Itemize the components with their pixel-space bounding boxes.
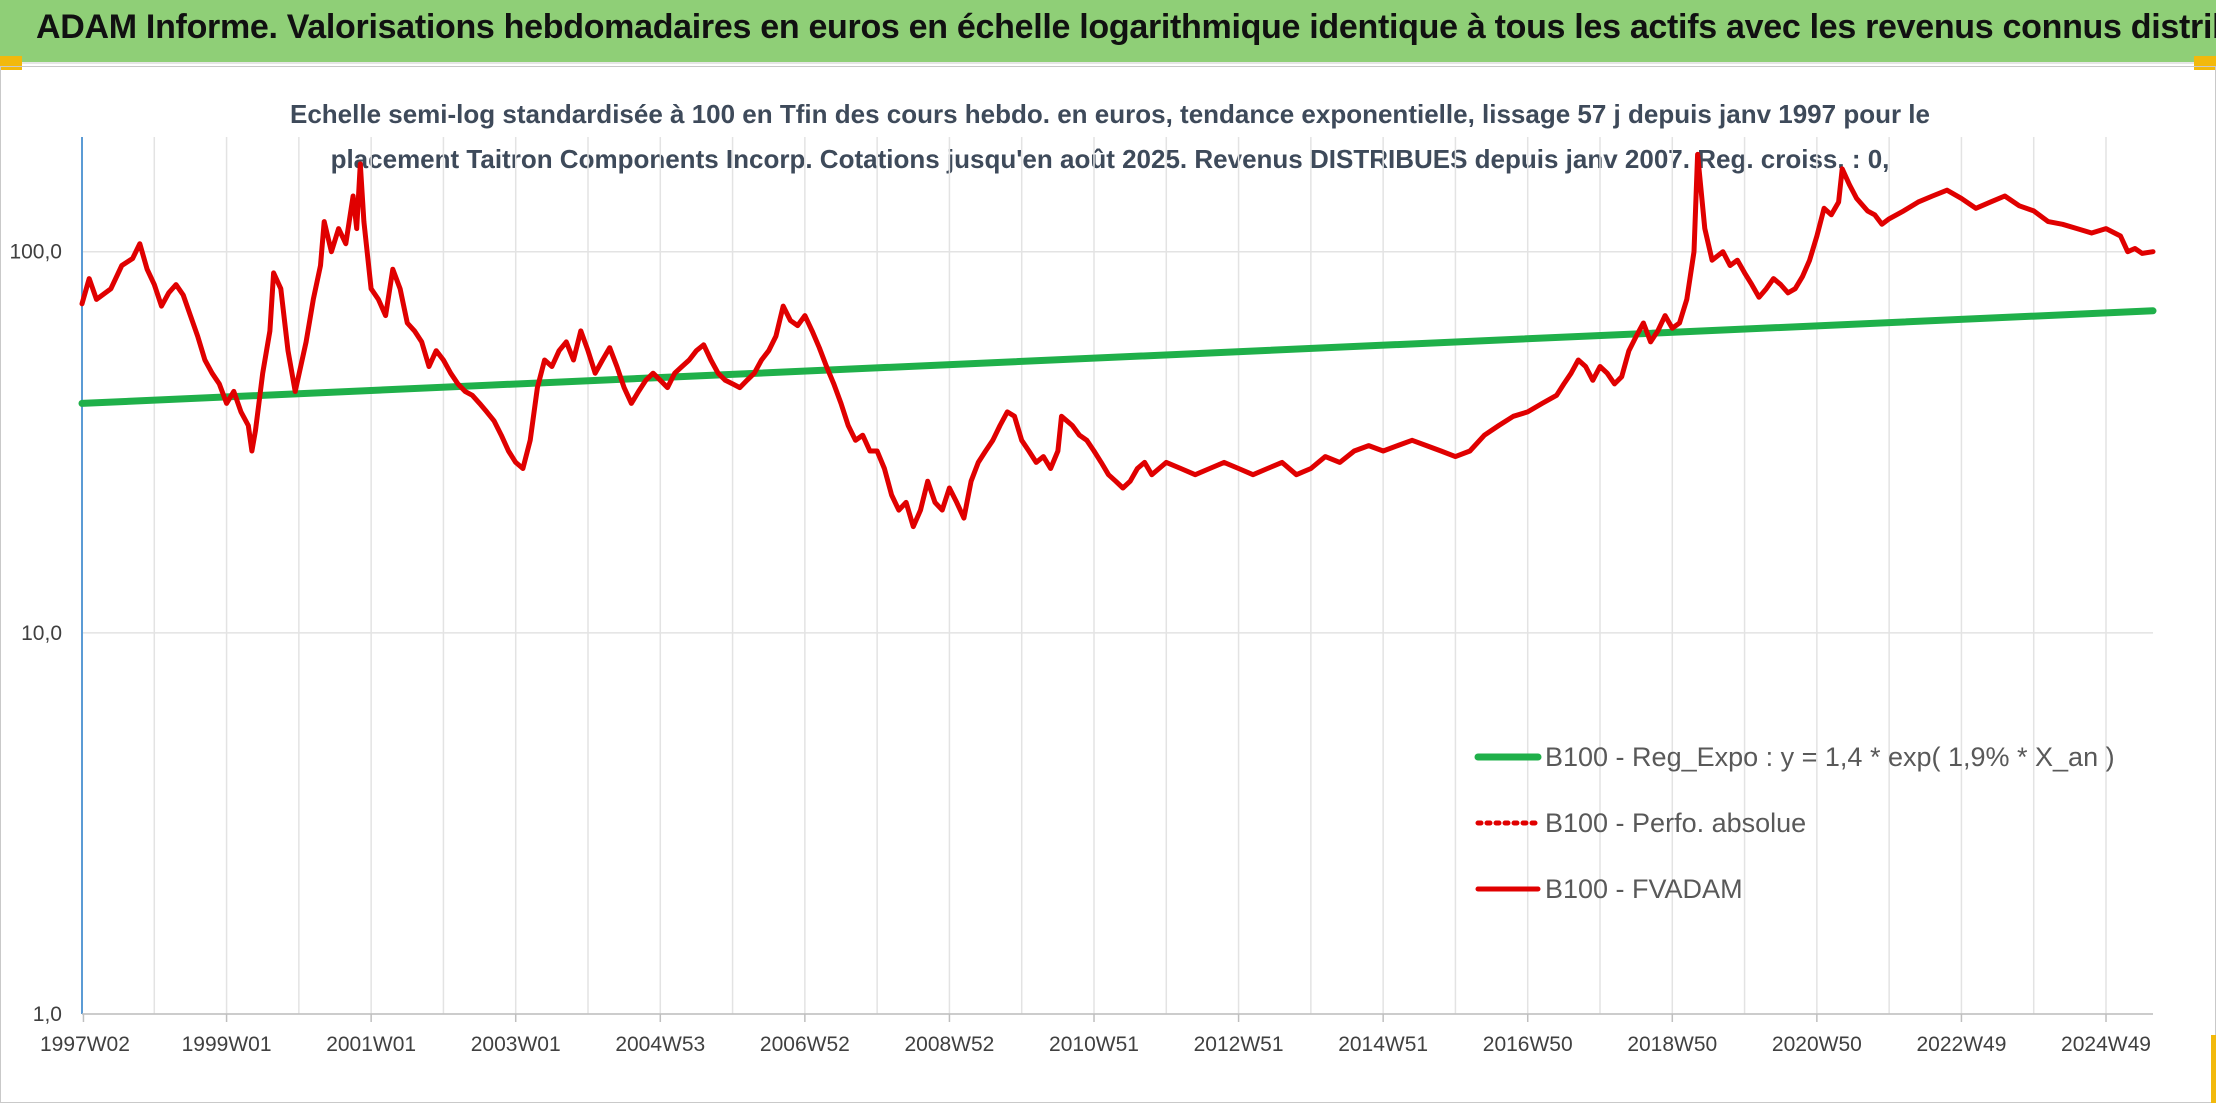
page-title: ADAM Informe. Valorisations hebdomadaire… bbox=[36, 8, 2216, 46]
x-tick-label: 2016W50 bbox=[1483, 1033, 1573, 1056]
series-line-2 bbox=[79, 151, 2156, 530]
right-edge-marker bbox=[2211, 1035, 2216, 1103]
chart-subtitle-line-2: placement Taitron Components Incorp. Cot… bbox=[331, 144, 1890, 174]
chart-subtitle-line-1: Echelle semi-log standardisée à 100 en T… bbox=[290, 99, 1930, 129]
x-tick-label: 2004W53 bbox=[615, 1033, 705, 1056]
header-banner: ADAM Informe. Valorisations hebdomadaire… bbox=[0, 0, 2216, 64]
grid bbox=[82, 137, 2153, 1015]
axes: 1,0 10,0 100,0 1997W02 1999W01 2001W01 2003W01… bbox=[9, 137, 2153, 1056]
y-tick-label: 100,0 bbox=[9, 241, 62, 264]
x-tick-label: 2024W49 bbox=[2061, 1033, 2151, 1056]
x-tick-label: 2020W50 bbox=[1772, 1033, 1862, 1056]
legend-entry-1: B100 - Perfo. absolue bbox=[1545, 808, 1806, 838]
series-line-0 bbox=[78, 307, 2157, 407]
legend-entry-0: B100 - Reg_Expo : y = 1,4 * exp( 1,9% * … bbox=[1545, 742, 2115, 772]
x-tick-label: 2014W51 bbox=[1338, 1033, 1428, 1056]
y-tick-label: 10,0 bbox=[21, 622, 62, 645]
x-tick-label: 2018W50 bbox=[1627, 1033, 1717, 1056]
x-tick-label: 1997W02 bbox=[40, 1033, 130, 1056]
x-tick-label: 2022W49 bbox=[1916, 1033, 2006, 1056]
legend-entry-2: B100 - FVADAM bbox=[1545, 874, 1743, 904]
x-tick-label: 2008W52 bbox=[904, 1033, 994, 1056]
x-tick-label: 2003W01 bbox=[471, 1033, 561, 1056]
x-tick-label: 2001W01 bbox=[326, 1033, 416, 1056]
y-tick-label: 1,0 bbox=[33, 1003, 62, 1026]
x-tick-label: 2010W51 bbox=[1049, 1033, 1139, 1056]
x-tick-label: 2006W52 bbox=[760, 1033, 850, 1056]
series-group bbox=[78, 151, 2157, 530]
x-tick-label: 1999W01 bbox=[182, 1033, 272, 1056]
x-tick-label: 2012W51 bbox=[1194, 1033, 1284, 1056]
legend: B100 - Reg_Expo : y = 1,4 * exp( 1,9% * … bbox=[1474, 742, 2115, 904]
